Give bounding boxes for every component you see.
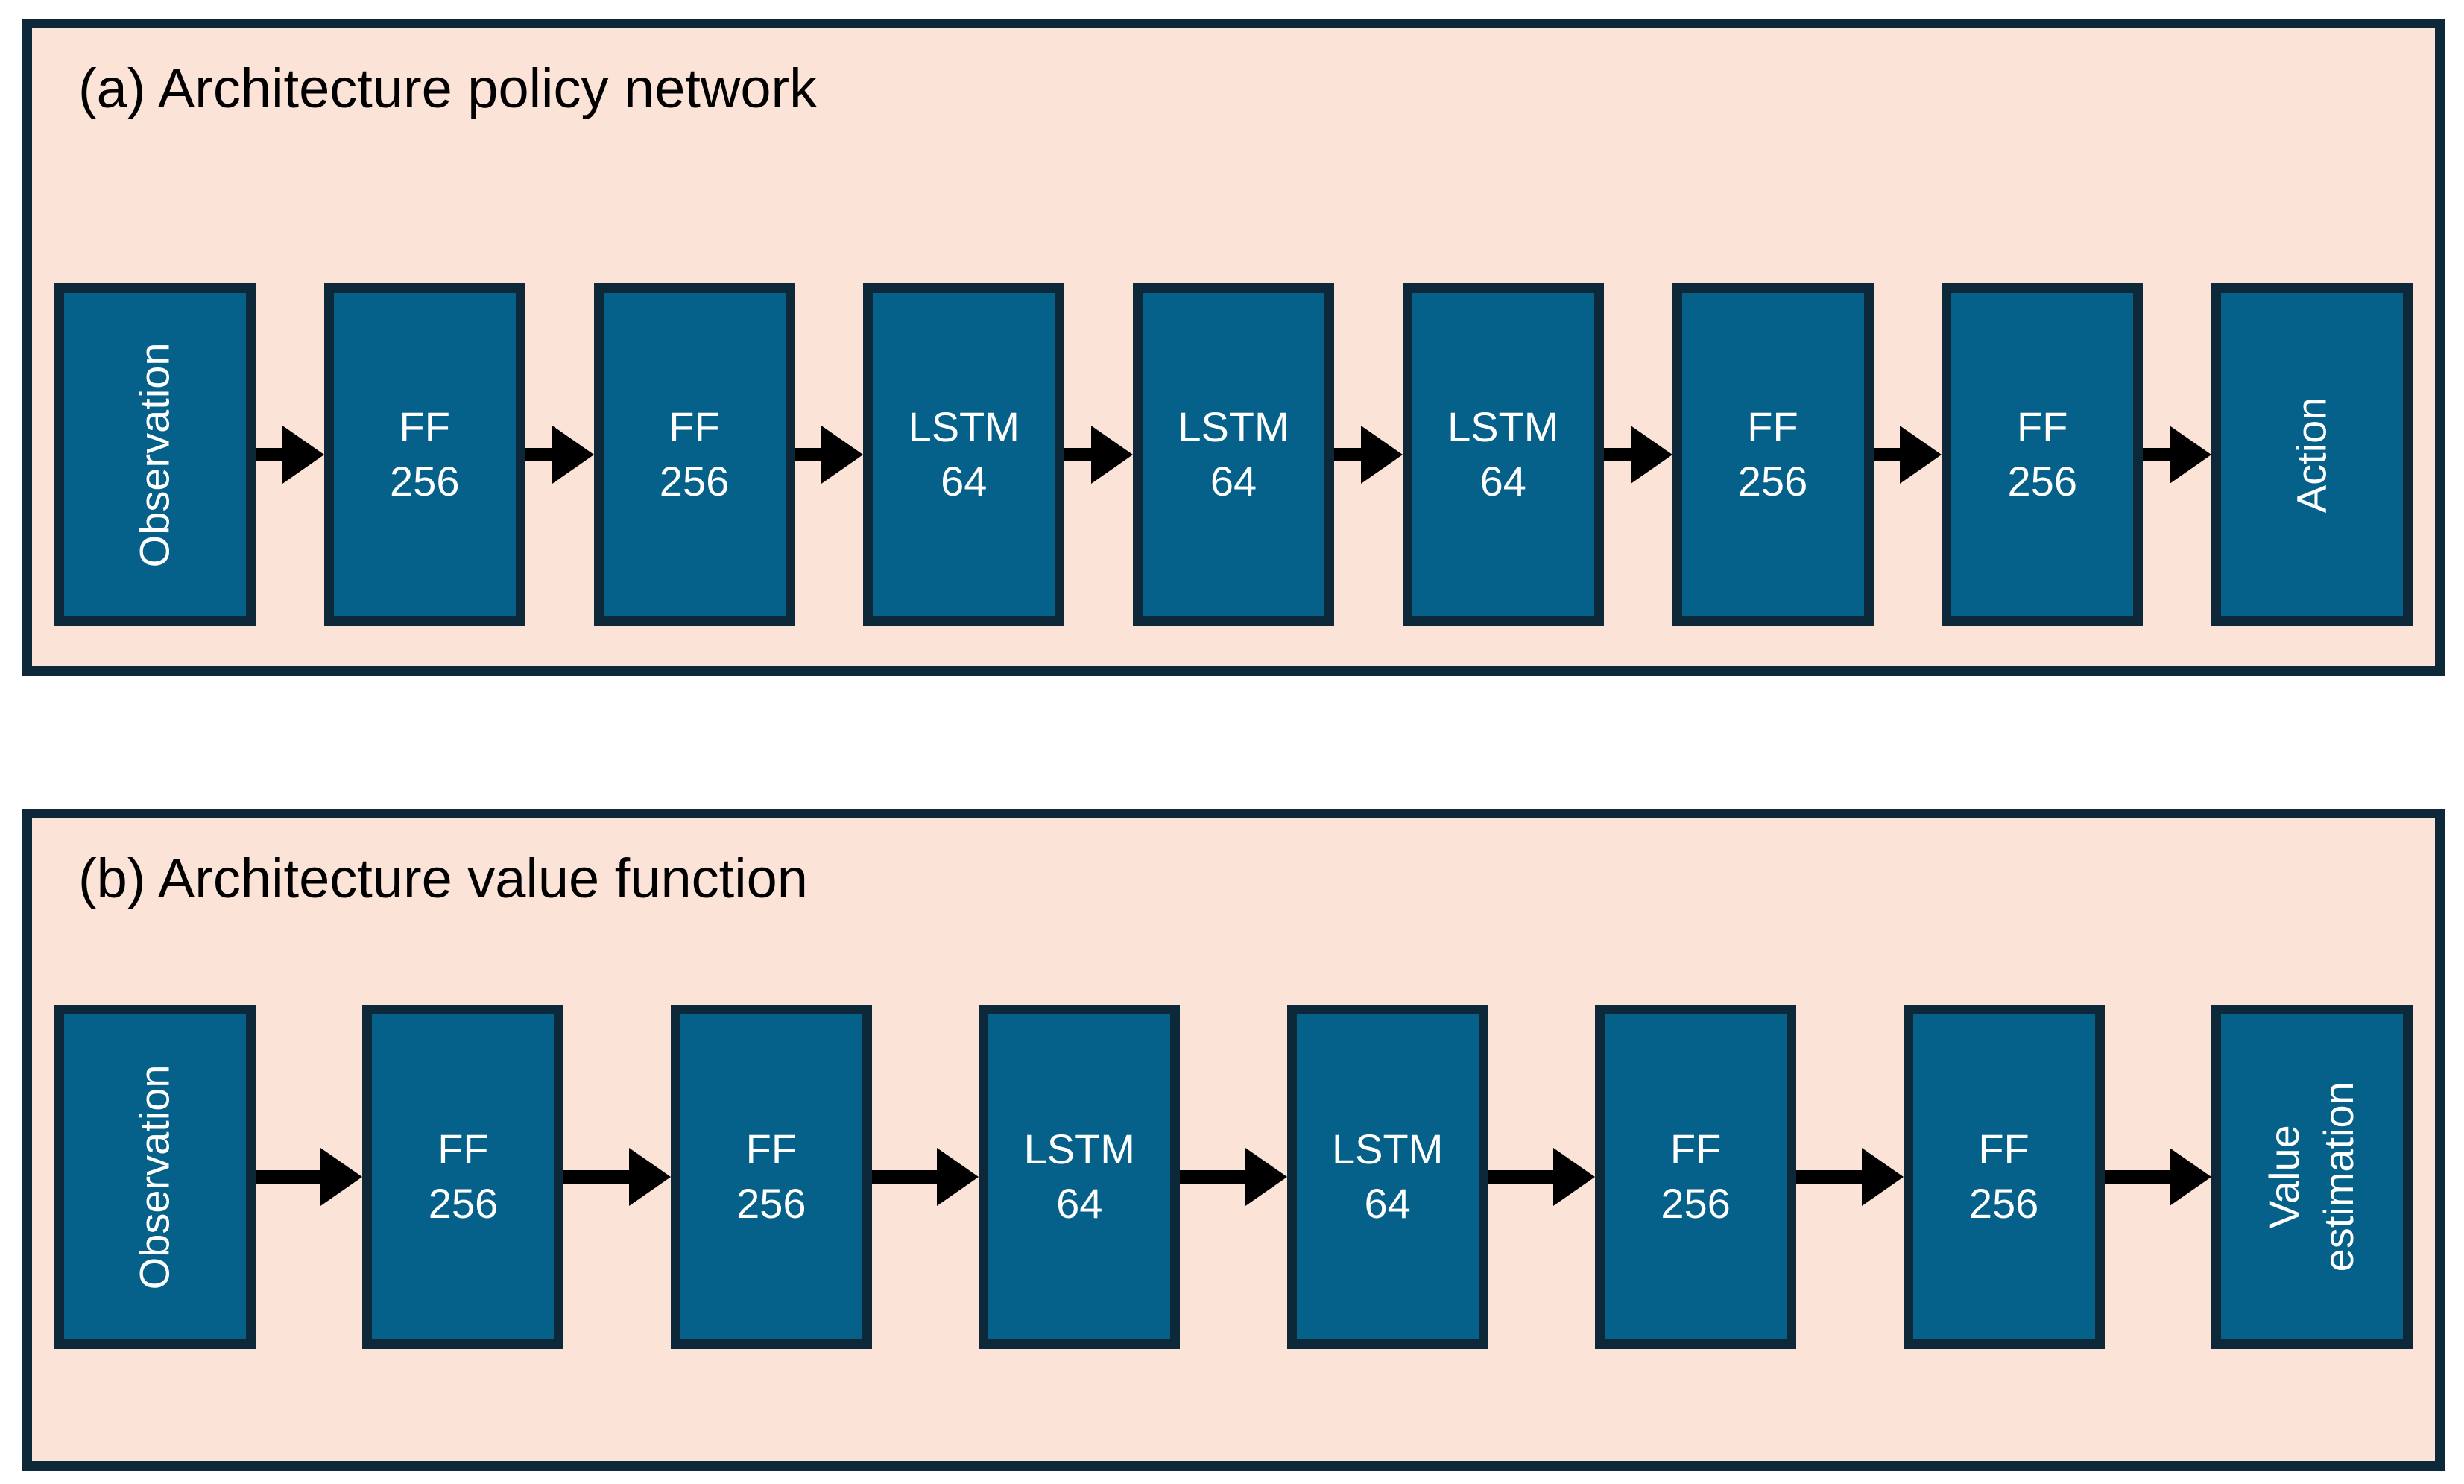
node-label: Action	[2287, 397, 2335, 513]
flow-arrow	[2143, 283, 2211, 626]
node-label: FF 256	[1661, 1125, 1731, 1227]
arrow-shaft	[256, 448, 282, 461]
flow-arrow	[1334, 283, 1403, 626]
arrow-shaft	[871, 1170, 938, 1184]
diagram-node-ff-256: FF 256	[1942, 283, 2144, 626]
panel-value-title: (b) Architecture value function	[78, 847, 808, 909]
arrow-shaft	[795, 448, 822, 461]
flow-arrow	[1873, 283, 1942, 626]
node-label: Observation	[130, 1064, 178, 1289]
diagram-node-lstm-64: LSTM 64	[1133, 283, 1334, 626]
arrow-head-icon	[2169, 1148, 2211, 1206]
arrow-shaft	[563, 1170, 629, 1184]
arrow-shaft	[1180, 1170, 1245, 1184]
diagram-node-ff-256: FF 256	[1903, 1005, 2105, 1349]
arrow-head-icon	[1553, 1148, 1596, 1206]
node-label: LSTM 64	[1332, 1125, 1444, 1227]
diagram-node-ff-256: FF 256	[1672, 283, 1874, 626]
arrow-shaft	[1064, 448, 1091, 461]
arrow-shaft	[2104, 1170, 2170, 1184]
arrow-head-icon	[1861, 1148, 1904, 1206]
diagram-node-action: Action	[2211, 283, 2413, 626]
arrow-shaft	[2143, 448, 2170, 461]
diagram-node-lstm-64: LSTM 64	[1286, 1005, 1488, 1349]
arrow-head-icon	[2170, 426, 2211, 484]
panel-value-function: (b) Architecture value function Observat…	[22, 809, 2445, 1471]
diagram-node-observation: Observation	[54, 1005, 256, 1349]
flow-arrow	[256, 1005, 363, 1349]
arrow-head-icon	[1091, 426, 1133, 484]
arrow-head-icon	[1900, 426, 1942, 484]
flow-arrow	[1603, 283, 1672, 626]
node-label: Observation	[130, 342, 178, 567]
diagram-node-ff-256: FF 256	[362, 1005, 564, 1349]
diagram-node-ff-256: FF 256	[593, 283, 795, 626]
flow-arrow	[1180, 1005, 1287, 1349]
node-label: LSTM 64	[908, 403, 1020, 505]
node-label: FF 256	[1737, 403, 1808, 505]
arrow-head-icon	[821, 426, 864, 484]
flow-arrow	[525, 283, 594, 626]
arrow-shaft	[1488, 1170, 1554, 1184]
node-label: LSTM 64	[1023, 1125, 1135, 1227]
arrow-head-icon	[320, 1148, 363, 1206]
node-label: Value estimation	[2261, 1082, 2362, 1272]
node-label: FF 256	[736, 1125, 806, 1227]
arrow-head-icon	[1630, 426, 1672, 484]
node-row-policy: Observation FF 256 FF 256 LSTM 64 LSTM 64 LSTM 64 F…	[54, 283, 2413, 626]
diagram-node-ff-256: FF 256	[323, 283, 525, 626]
panel-policy-title: (a) Architecture policy network	[78, 57, 818, 119]
arrow-shaft	[1334, 448, 1361, 461]
flow-arrow	[795, 283, 864, 626]
diagram-node-ff-256: FF 256	[670, 1005, 872, 1349]
diagram-node-observation: Observation	[54, 283, 256, 626]
flow-arrow	[256, 283, 324, 626]
diagram-node-lstm-64: LSTM 64	[979, 1005, 1181, 1349]
flow-arrow	[1488, 1005, 1596, 1349]
node-label: LSTM 64	[1447, 403, 1559, 505]
flow-arrow	[1064, 283, 1133, 626]
arrow-head-icon	[628, 1148, 671, 1206]
arrow-head-icon	[1245, 1148, 1287, 1206]
diagram-node-value-estimation: Value estimation	[2211, 1005, 2413, 1349]
node-label: FF 256	[390, 403, 460, 505]
flow-arrow	[1796, 1005, 1904, 1349]
diagram-node-lstm-64: LSTM 64	[1402, 283, 1604, 626]
flow-arrow	[2104, 1005, 2211, 1349]
node-label: FF 256	[2007, 403, 2077, 505]
arrow-head-icon	[552, 426, 594, 484]
arrow-shaft	[1603, 448, 1631, 461]
arrow-shaft	[256, 1170, 321, 1184]
diagram-node-lstm-64: LSTM 64	[863, 283, 1065, 626]
arrow-shaft	[1796, 1170, 1862, 1184]
node-label: FF 256	[659, 403, 730, 505]
arrow-shaft	[1873, 448, 1901, 461]
flow-arrow	[871, 1005, 979, 1349]
node-label: LSTM 64	[1178, 403, 1289, 505]
flow-arrow	[563, 1005, 671, 1349]
diagram-node-ff-256: FF 256	[1595, 1005, 1797, 1349]
arrow-head-icon	[282, 426, 324, 484]
node-label: FF 256	[428, 1125, 499, 1227]
arrow-head-icon	[937, 1148, 979, 1206]
node-row-value: Observation FF 256 FF 256 LSTM 64 LSTM 64 FF 256 FF…	[54, 1005, 2413, 1349]
arrow-head-icon	[1360, 426, 1403, 484]
panel-policy-network: (a) Architecture policy network Observat…	[22, 19, 2445, 676]
arrow-shaft	[525, 448, 552, 461]
node-label: FF 256	[1968, 1125, 2039, 1227]
